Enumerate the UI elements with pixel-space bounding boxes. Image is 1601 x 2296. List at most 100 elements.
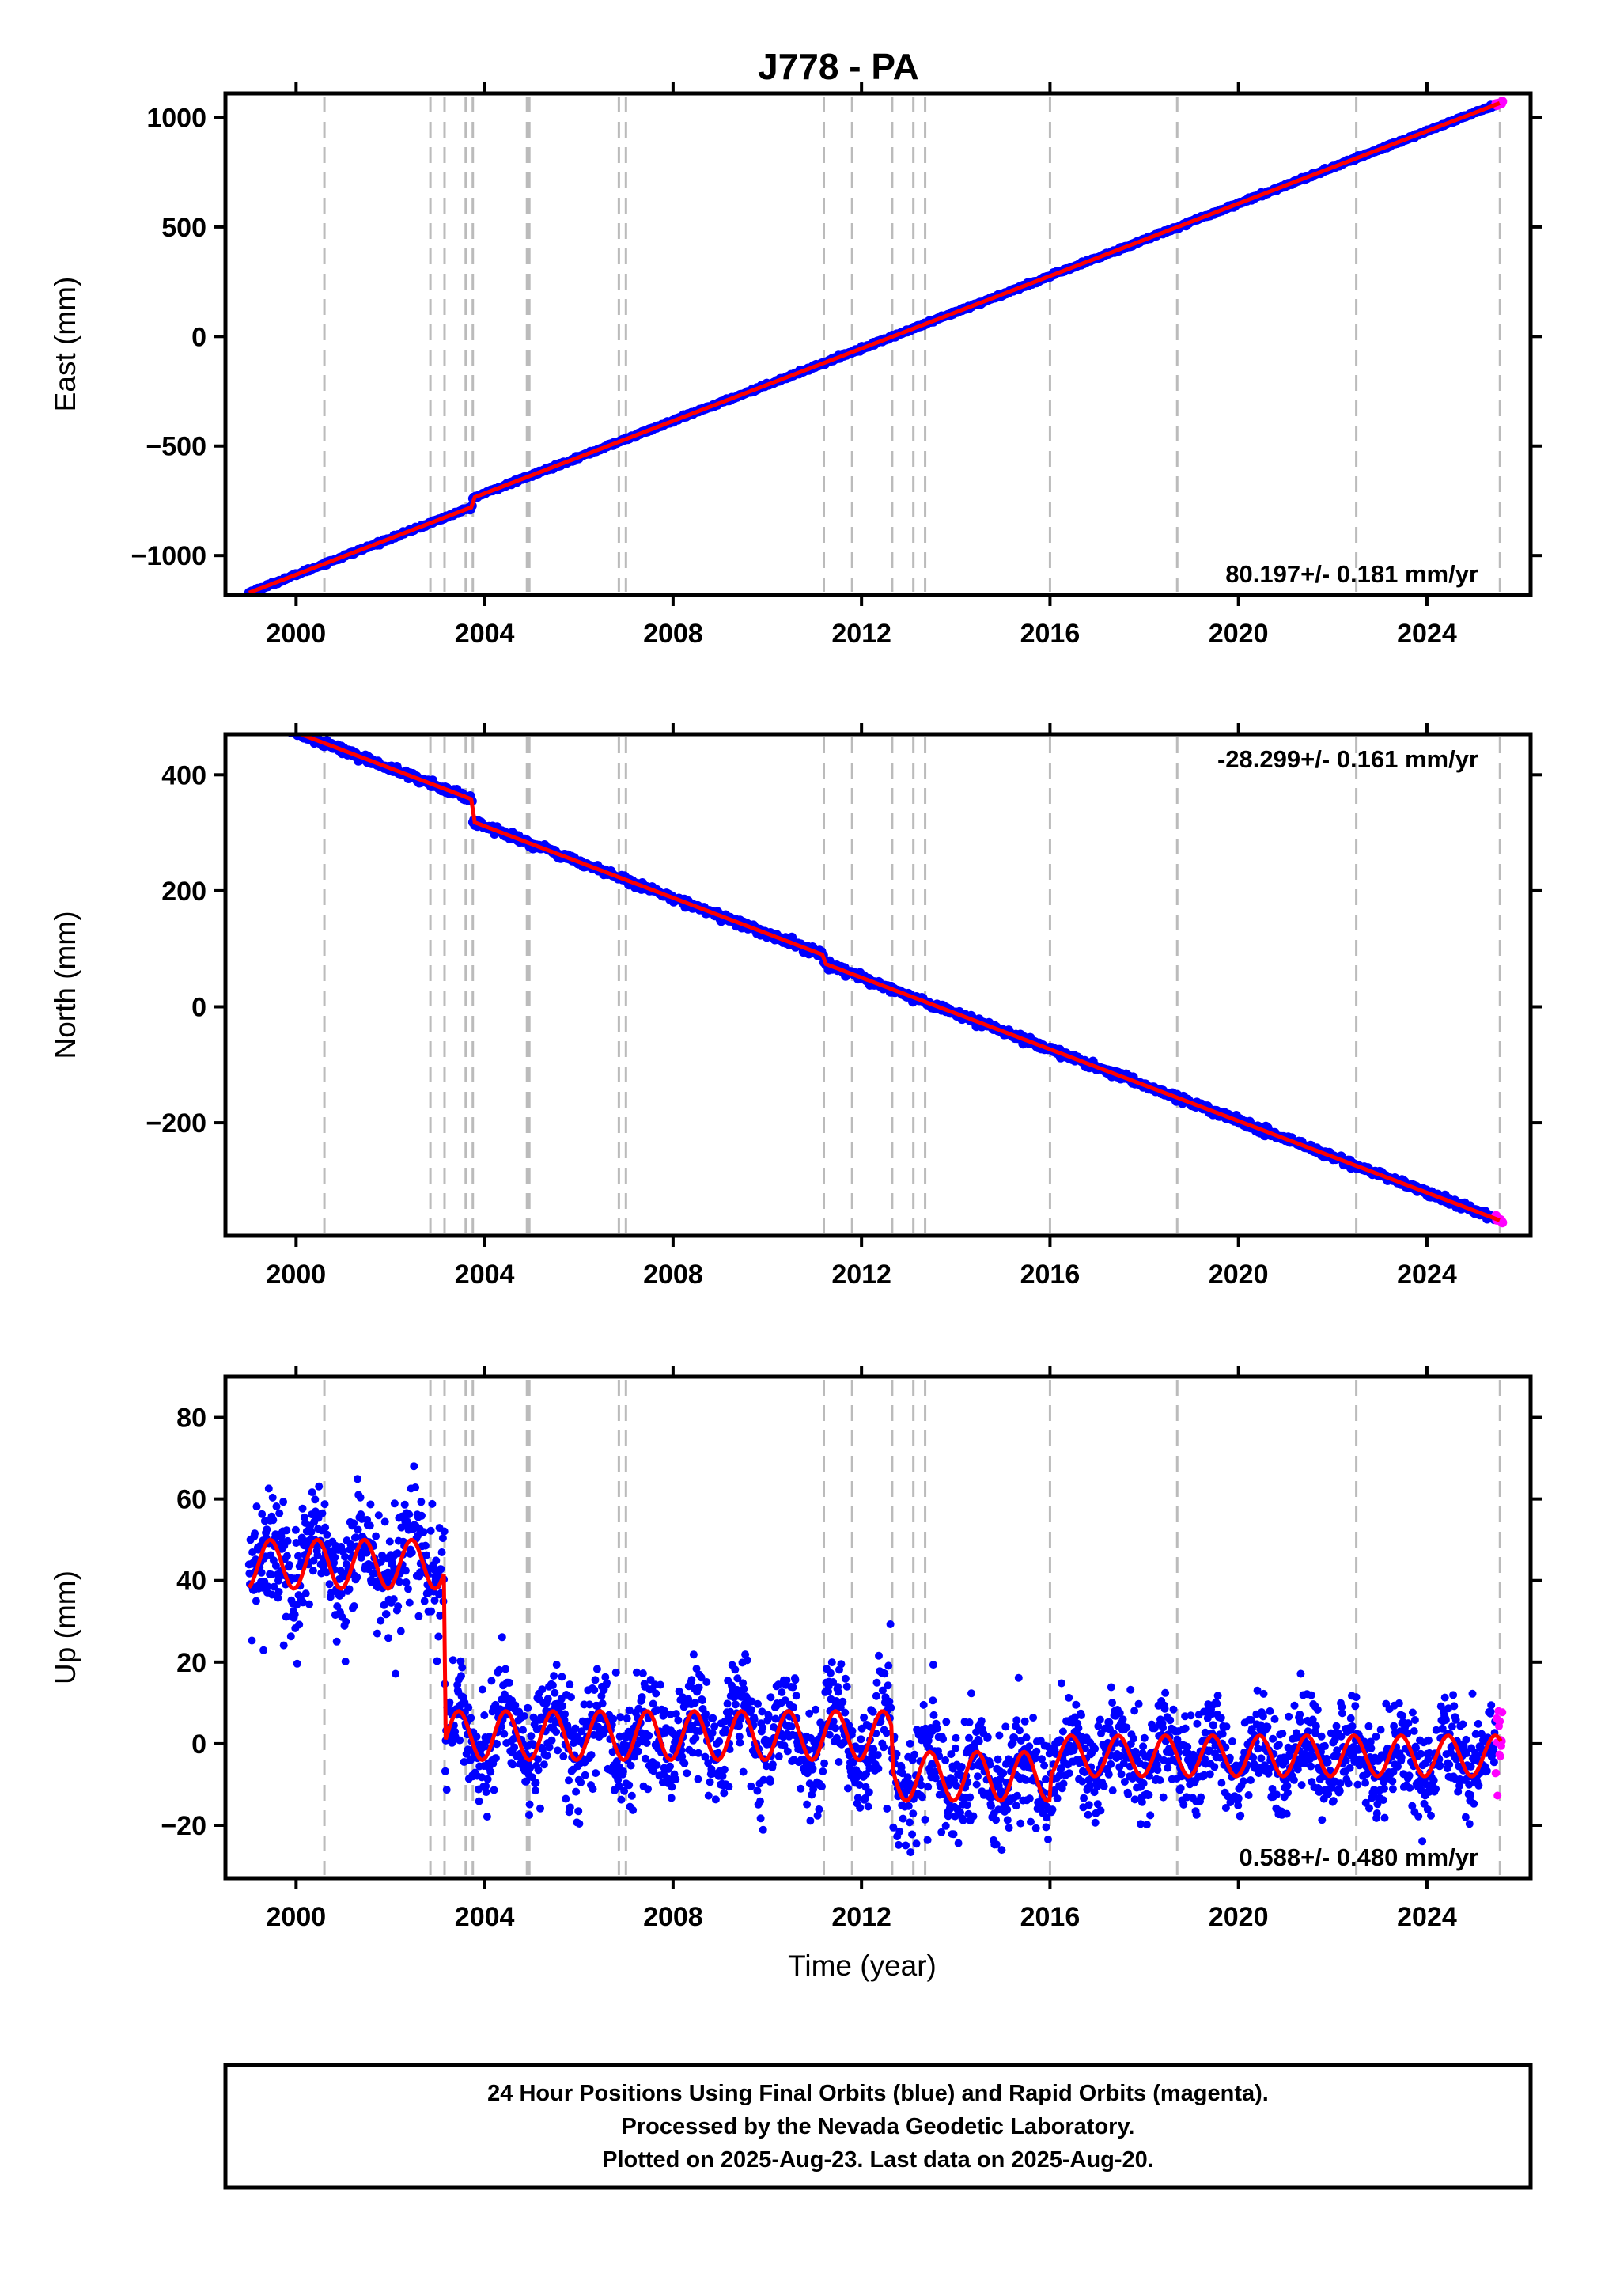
final-point [975, 1737, 983, 1745]
final-point [1145, 1790, 1153, 1799]
final-point [505, 1678, 513, 1687]
final-point [567, 1693, 575, 1702]
final-point [1166, 1716, 1175, 1725]
final-point [384, 1634, 392, 1642]
final-point [996, 1775, 1005, 1783]
final-point [611, 1668, 620, 1677]
final-point [740, 1684, 748, 1693]
final-point [995, 1731, 1004, 1740]
final-point [483, 1813, 491, 1821]
final-point [1234, 1794, 1243, 1802]
final-point [1207, 1710, 1216, 1718]
final-point [417, 1498, 426, 1506]
final-point [574, 1807, 583, 1816]
final-point [860, 1713, 869, 1722]
final-point [396, 1627, 405, 1635]
final-point [309, 1556, 318, 1565]
final-point [325, 1580, 334, 1589]
final-point [754, 1699, 762, 1708]
final-point [759, 1723, 767, 1732]
final-point [1161, 1688, 1170, 1697]
final-point [952, 1781, 961, 1790]
final-point [929, 1696, 937, 1705]
final-point [282, 1552, 291, 1560]
final-point [257, 1568, 266, 1577]
final-point [709, 1714, 717, 1722]
final-point [402, 1578, 411, 1586]
final-point [992, 1840, 1001, 1849]
final-point [547, 1736, 556, 1745]
final-point [385, 1537, 394, 1546]
final-point [771, 1714, 780, 1723]
final-point [649, 1699, 657, 1708]
final-point [404, 1585, 412, 1593]
final-point [357, 1553, 365, 1562]
final-point [380, 1517, 389, 1526]
final-point [1140, 1733, 1149, 1742]
final-point [1224, 1792, 1232, 1801]
y-tick-label: 0 [191, 992, 206, 1022]
final-point [267, 1570, 275, 1579]
final-point [389, 1595, 398, 1604]
final-point [620, 1786, 629, 1795]
final-point [1093, 1800, 1102, 1809]
final-point [701, 1752, 710, 1761]
final-point [337, 1589, 346, 1598]
final-point [765, 1713, 773, 1722]
final-point [1084, 1801, 1093, 1809]
final-point [887, 1703, 895, 1712]
final-point [552, 1728, 561, 1736]
final-point [875, 1651, 883, 1660]
x-tick-label: 2016 [1020, 1260, 1081, 1290]
final-point [649, 1767, 658, 1775]
final-point [590, 1686, 599, 1694]
final-point [941, 1821, 950, 1830]
final-point [827, 1669, 835, 1677]
final-point [652, 1689, 660, 1698]
final-point [853, 1794, 862, 1802]
x-tick-label: 2020 [1209, 1260, 1269, 1290]
final-point [341, 1552, 350, 1561]
final-point [855, 1781, 864, 1789]
final-point [1183, 1742, 1192, 1751]
final-point [1218, 1730, 1227, 1738]
final-point [735, 1732, 744, 1741]
final-point [392, 1669, 400, 1678]
final-point [410, 1462, 418, 1471]
final-point [279, 1641, 288, 1650]
final-point [720, 1765, 729, 1774]
final-point [736, 1714, 745, 1723]
final-point [526, 1764, 535, 1772]
final-point [591, 1676, 600, 1684]
final-point [283, 1536, 292, 1545]
final-point [1081, 1744, 1089, 1752]
final-point [614, 1775, 623, 1784]
final-point [331, 1553, 339, 1562]
final-point [259, 1646, 268, 1654]
final-point [581, 1771, 589, 1779]
final-point [906, 1848, 915, 1857]
final-point [872, 1692, 880, 1700]
final-point [869, 1707, 877, 1716]
final-point [1022, 1733, 1031, 1742]
final-point [264, 1484, 273, 1493]
final-point [554, 1746, 562, 1755]
final-point [445, 1698, 454, 1707]
final-point [947, 1750, 956, 1759]
final-point [275, 1509, 284, 1517]
final-point [909, 1809, 918, 1818]
final-point [291, 1525, 300, 1534]
final-point [433, 1657, 441, 1665]
final-point [609, 1714, 618, 1723]
final-point [838, 1697, 847, 1706]
final-point [966, 1793, 975, 1802]
final-point [959, 1816, 967, 1824]
velocity-label: -28.299+/- 0.161 mm/yr [1217, 745, 1478, 773]
final-point [322, 1568, 331, 1577]
final-point [1124, 1790, 1133, 1798]
plot-frame [223, 732, 1533, 1238]
final-point [491, 1754, 500, 1763]
final-point [999, 1769, 1008, 1778]
final-point [483, 1775, 492, 1783]
final-point [1153, 1766, 1162, 1775]
